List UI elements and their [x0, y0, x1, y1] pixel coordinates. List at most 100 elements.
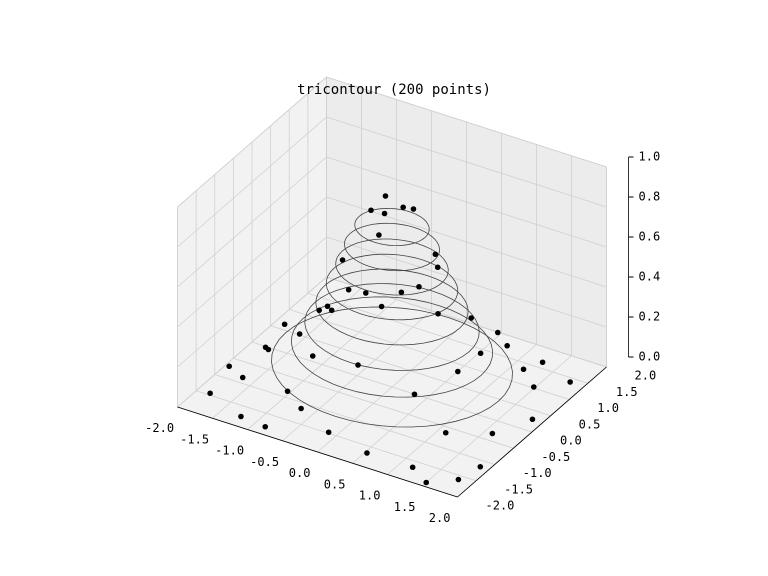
point: [442, 429, 449, 436]
x-tick-label: 1.5: [394, 500, 416, 514]
x-tick-label: -1.5: [180, 432, 209, 446]
x-axis: [177, 406, 458, 498]
grid-line: [214, 374, 495, 465]
point: [363, 290, 369, 296]
grid-line: [177, 276, 327, 408]
y-tick-label: 1.0: [597, 401, 619, 415]
x-tick-label: 1.0: [359, 489, 381, 503]
x-tick-label: 0.0: [289, 466, 311, 480]
contour: [290, 296, 494, 398]
point: [435, 310, 441, 317]
point: [567, 379, 573, 385]
point: [381, 210, 388, 217]
contour: [354, 207, 430, 247]
x-tick-label: 2.0: [429, 511, 451, 525]
grid-line: [326, 116, 607, 208]
point: [477, 463, 484, 470]
grid-line: [326, 236, 607, 328]
point: [494, 329, 501, 336]
x-tick-label: -2.0: [145, 421, 174, 435]
point: [238, 413, 244, 420]
point: [262, 423, 269, 430]
contour: [271, 306, 513, 428]
z-tick-label: 0.2: [639, 310, 661, 324]
point: [477, 350, 484, 357]
point: [455, 368, 461, 375]
x-tick-label: -0.5: [250, 455, 279, 469]
z-tick-label: 1.0: [639, 150, 661, 164]
contour: [335, 238, 449, 296]
z-tick-label: 0.8: [639, 190, 661, 204]
contour: [315, 268, 469, 346]
grid-line: [196, 390, 477, 482]
z-tick-label: 0.4: [639, 270, 661, 284]
contour: [344, 222, 440, 272]
grid-line: [177, 76, 327, 208]
point: [355, 362, 361, 368]
point: [325, 429, 332, 436]
point: [432, 251, 439, 258]
point: [239, 374, 246, 381]
point: [328, 307, 335, 314]
z-tick-label: 0.0: [639, 350, 661, 364]
grid-line: [177, 116, 327, 248]
y-tick-label: -1.0: [523, 466, 552, 480]
contour: [304, 283, 480, 371]
z-tick-label: 0.6: [639, 230, 661, 244]
point: [539, 359, 546, 366]
point: [376, 232, 382, 238]
point: [298, 405, 304, 412]
point: [265, 346, 272, 353]
point: [284, 388, 291, 395]
point: [398, 289, 405, 296]
point: [368, 207, 374, 214]
point: [416, 283, 422, 290]
point: [411, 391, 418, 398]
x-tick-label: -1.0: [215, 444, 244, 458]
chart-title: tricontour (200 points): [297, 82, 491, 98]
point: [226, 363, 232, 370]
grid-line: [326, 156, 607, 248]
point: [309, 353, 316, 359]
point: [529, 416, 536, 423]
grid-line: [177, 156, 327, 288]
x-tick-label: 0.5: [324, 477, 346, 491]
grid-line: [251, 341, 533, 433]
point: [324, 303, 331, 310]
point: [434, 264, 441, 271]
grid-line: [326, 76, 607, 168]
y-axis: [457, 366, 607, 498]
y-tick-label: 1.5: [616, 385, 638, 399]
y-tick-label: 0.5: [579, 417, 601, 431]
grid-line: [177, 236, 327, 368]
point: [489, 430, 496, 437]
y-tick-label: -1.5: [504, 482, 533, 496]
point: [316, 307, 322, 314]
point: [531, 384, 537, 390]
point: [207, 390, 213, 397]
point: [520, 366, 527, 373]
grid-line: [289, 309, 570, 400]
point: [339, 257, 346, 263]
point: [504, 342, 510, 349]
point: [400, 204, 406, 211]
y-tick-label: -0.5: [541, 450, 570, 464]
grid-line: [233, 357, 514, 449]
point: [281, 321, 288, 328]
grid-line: [177, 196, 327, 328]
point: [364, 450, 370, 456]
point: [345, 286, 352, 293]
y-tick-label: -2.0: [486, 499, 515, 513]
point: [296, 331, 303, 337]
point: [423, 479, 430, 486]
y-tick-label: 2.0: [635, 369, 657, 383]
point: [378, 303, 385, 310]
point: [410, 206, 417, 212]
point: [455, 476, 462, 483]
grid-line: [270, 325, 551, 417]
y-tick-label: 0.0: [560, 434, 582, 448]
point: [409, 464, 416, 471]
point: [468, 315, 475, 321]
